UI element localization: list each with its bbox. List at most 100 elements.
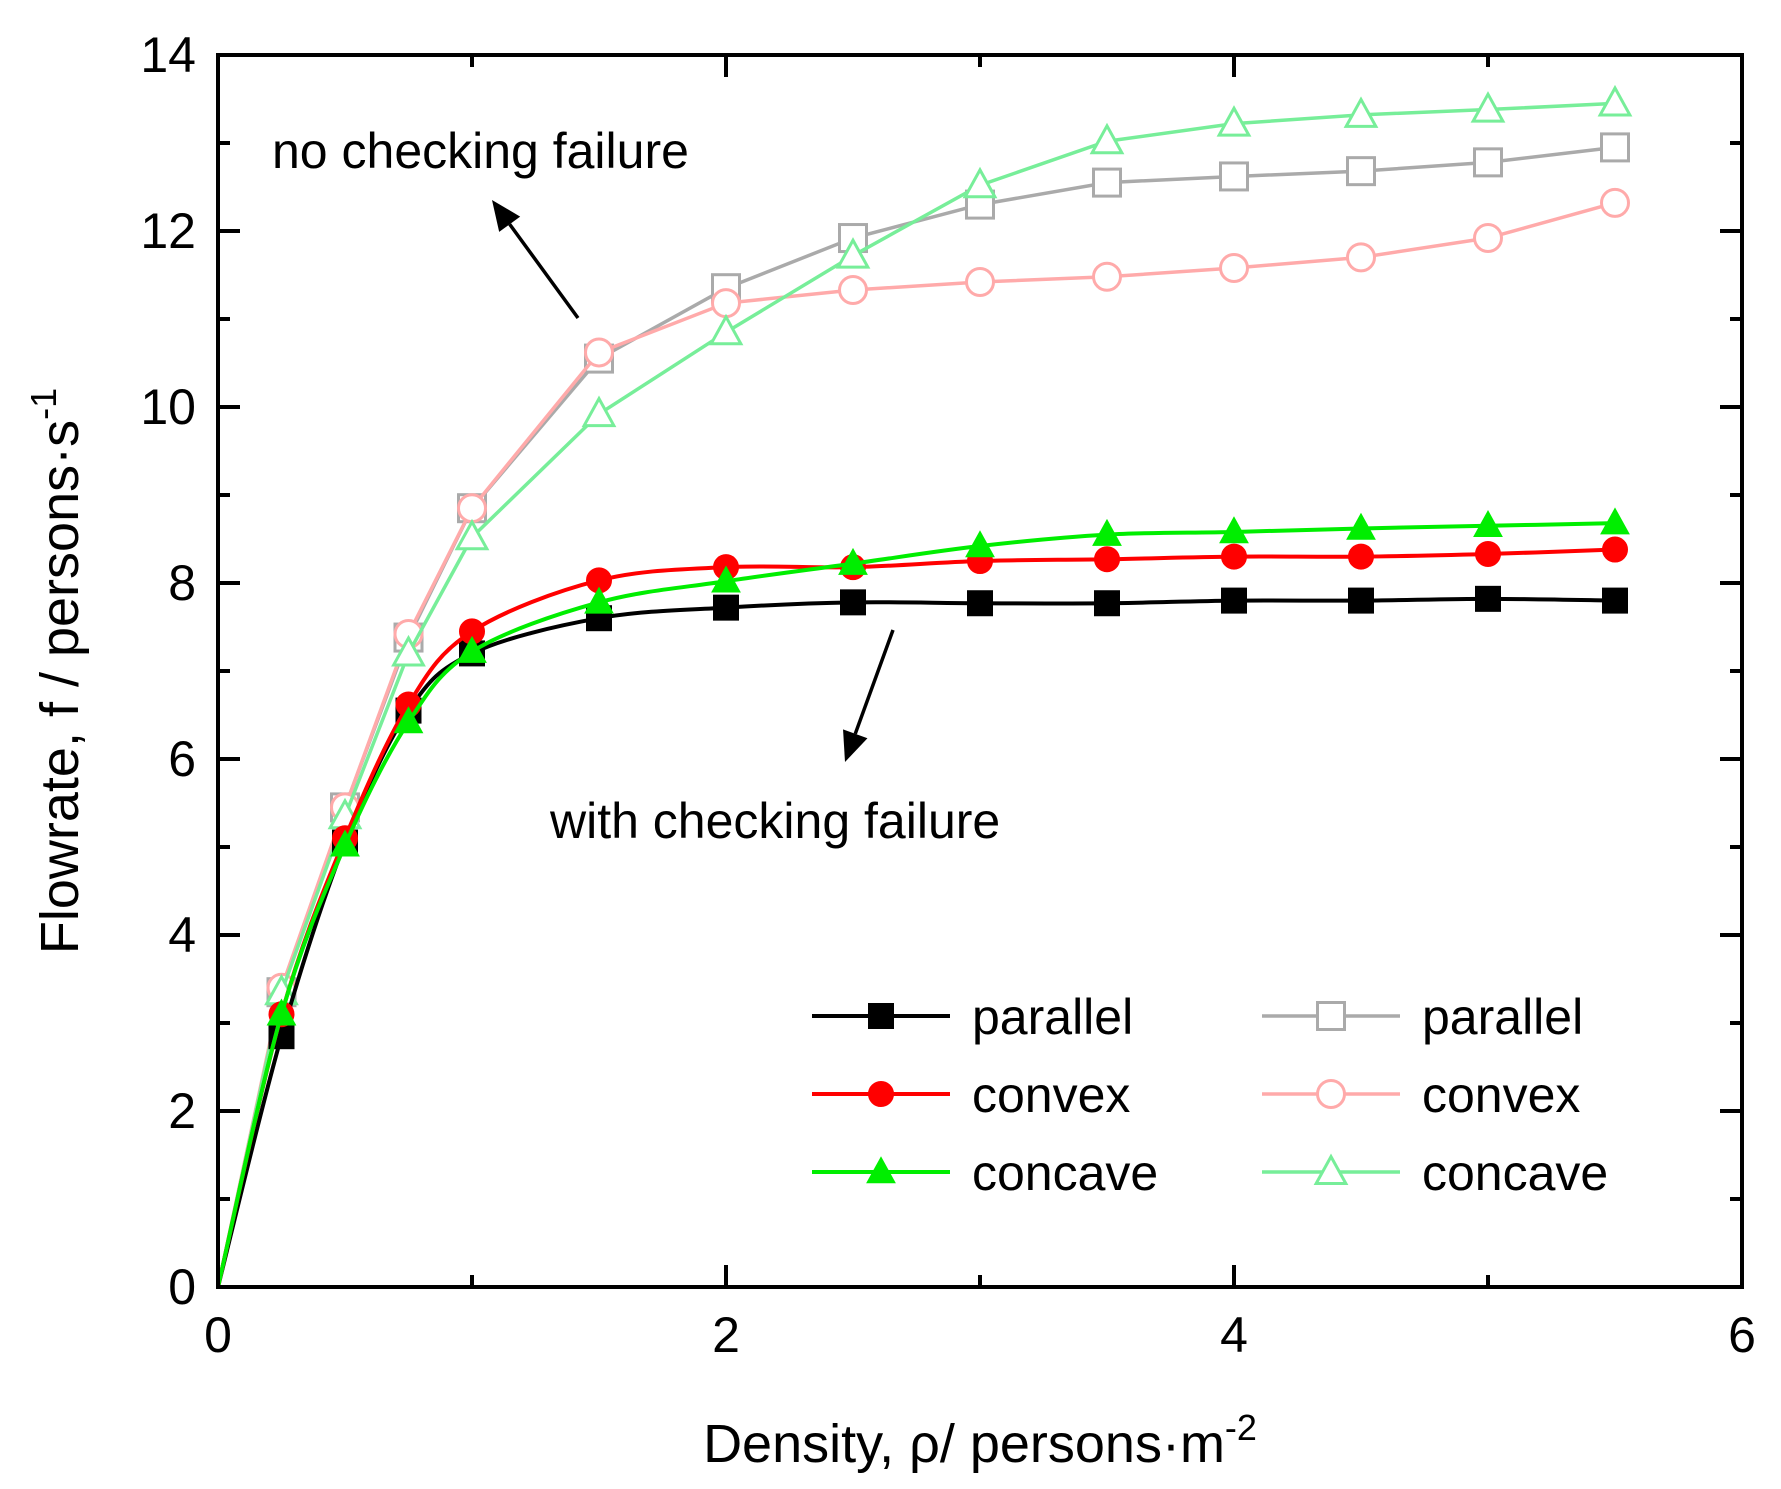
legend-marker-concave-with-failure <box>866 1156 896 1184</box>
data-point-convex-with-failure <box>1602 536 1628 563</box>
y-axis-title-superscript: -1 <box>23 388 64 420</box>
data-point-concave-with-failure <box>393 706 424 734</box>
series-layer <box>216 84 1633 1288</box>
y-axis-title: Flowrate, f / persons·s-1 <box>23 388 90 954</box>
y-tick-label: 14 <box>140 27 196 83</box>
data-point-convex-no-failure <box>1473 223 1503 254</box>
series-concave-with-failure <box>216 507 1630 1288</box>
data-point-parallel-no-failure <box>1346 156 1376 187</box>
annotation-no-checking-failure: no checking failure <box>272 123 689 179</box>
legend-entry-concave-no-failure: concave <box>1262 1145 1608 1201</box>
data-point-concave-no-failure <box>1470 91 1506 123</box>
data-point-parallel-with-failure <box>1094 590 1120 617</box>
y-tick-label: 2 <box>168 1083 196 1139</box>
x-axis-title-superscript: -2 <box>1225 1407 1257 1448</box>
data-point-concave-no-failure <box>835 237 871 269</box>
legend-marker-convex-no-failure <box>1316 1079 1346 1109</box>
arrow-no-checking-failure-shaft <box>508 223 580 320</box>
data-point-convex-with-failure <box>1094 546 1120 573</box>
series-line-convex-with-failure <box>216 547 1616 1288</box>
data-point-concave-no-failure <box>1343 96 1379 128</box>
data-point-concave-with-failure <box>1092 518 1122 546</box>
x-tick-label: 2 <box>712 1307 740 1363</box>
data-point-parallel-with-failure <box>1475 585 1501 612</box>
y-axis-title-text: Flowrate, f / persons·s <box>30 420 90 954</box>
data-point-concave-with-failure <box>1473 510 1503 538</box>
data-point-concave-with-failure <box>1600 507 1630 535</box>
data-point-concave-with-failure <box>330 829 360 857</box>
y-tick-label: 10 <box>140 379 196 435</box>
data-point-convex-no-failure <box>1219 252 1249 283</box>
y-tick-label: 4 <box>168 907 196 963</box>
legend-label-concave-no-failure: concave <box>1422 1145 1608 1201</box>
legend-entry-convex-no-failure: convex <box>1262 1067 1580 1123</box>
data-point-concave-with-failure <box>266 998 297 1026</box>
arrow-with-checking-failure-head <box>843 729 868 762</box>
y-tick-label: 8 <box>168 555 196 611</box>
data-point-concave-no-failure <box>454 518 490 551</box>
legend-entry-concave-with-failure: concave <box>812 1145 1158 1201</box>
data-point-convex-with-failure <box>1348 543 1374 570</box>
data-point-concave-no-failure <box>962 166 998 199</box>
legend-marker-convex-with-failure <box>868 1081 894 1107</box>
legend-marker-concave-no-failure <box>1313 1153 1349 1186</box>
data-point-convex-with-failure <box>1475 540 1501 567</box>
data-point-concave-no-failure <box>1089 122 1125 155</box>
data-point-convex-no-failure <box>1346 242 1376 273</box>
arrow-no-checking-failure <box>492 200 580 320</box>
data-point-parallel-no-failure <box>1473 147 1503 178</box>
x-tick-label: 6 <box>1728 1307 1756 1363</box>
data-point-convex-with-failure <box>1221 543 1247 570</box>
series-convex-no-failure <box>216 187 1630 1288</box>
annotation-with-checking-failure: with checking failure <box>549 793 1000 849</box>
data-point-convex-no-failure <box>584 337 614 368</box>
data-point-parallel-with-failure <box>1348 587 1374 614</box>
data-point-concave-with-failure <box>1219 516 1249 544</box>
data-point-concave-no-failure <box>708 313 744 346</box>
y-tick-label: 12 <box>140 203 196 259</box>
legend-label-concave-with-failure: concave <box>972 1145 1158 1201</box>
data-point-concave-with-failure <box>711 565 741 593</box>
legend-entry-parallel-with-failure: parallel <box>812 989 1133 1045</box>
data-point-concave-no-failure <box>1216 105 1252 137</box>
arrow-with-checking-failure-shaft <box>853 629 895 735</box>
plot-frame <box>216 53 1744 1289</box>
tick-labels: 0 2 4 6 0 2 4 6 8 10 12 14 <box>140 27 1756 1363</box>
data-point-parallel-with-failure <box>1602 587 1628 614</box>
x-tick-label: 0 <box>204 1307 232 1363</box>
y-tick-label: 0 <box>168 1259 196 1315</box>
data-point-concave-with-failure <box>457 635 487 663</box>
data-point-parallel-with-failure <box>713 594 739 621</box>
legend: parallel convex concave parallel convex conca… <box>812 989 1608 1201</box>
data-point-parallel-no-failure <box>1600 132 1630 163</box>
legend-entry-parallel-no-failure: parallel <box>1262 989 1583 1045</box>
data-point-parallel-with-failure <box>1221 587 1247 614</box>
legend-label-convex-with-failure: convex <box>972 1067 1130 1123</box>
data-point-concave-with-failure <box>1346 512 1376 540</box>
data-point-concave-with-failure <box>965 530 995 558</box>
arrow-no-checking-failure-head <box>492 200 521 232</box>
legend-label-parallel-no-failure: parallel <box>1422 989 1583 1045</box>
legend-label-parallel-with-failure: parallel <box>972 989 1133 1045</box>
data-point-convex-no-failure <box>457 493 487 524</box>
data-point-concave-no-failure <box>581 395 617 428</box>
x-axis-title: Density, ρ/ persons·m-2 <box>703 1407 1257 1474</box>
data-point-convex-no-failure <box>965 267 995 298</box>
data-point-concave-no-failure <box>391 634 426 667</box>
data-point-parallel-no-failure <box>1219 161 1249 192</box>
legend-label-convex-no-failure: convex <box>1422 1067 1580 1123</box>
legend-marker-parallel-with-failure <box>868 1003 894 1029</box>
x-axis-title-text: Density, ρ/ persons·m <box>703 1414 1225 1474</box>
arrow-with-checking-failure <box>843 629 895 762</box>
annotation-arrows <box>492 200 895 762</box>
data-point-parallel-with-failure <box>967 590 993 617</box>
data-point-concave-with-failure <box>838 547 868 575</box>
series-line-convex-no-failure <box>216 201 1616 1288</box>
data-point-convex-no-failure <box>1092 261 1122 292</box>
x-tick-label: 4 <box>1220 1307 1248 1363</box>
legend-entry-convex-with-failure: convex <box>812 1067 1130 1123</box>
series-concave-no-failure <box>216 84 1633 1288</box>
